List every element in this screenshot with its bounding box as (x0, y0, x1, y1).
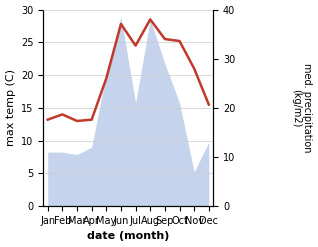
Y-axis label: med. precipitation
(kg/m2): med. precipitation (kg/m2) (291, 63, 313, 153)
X-axis label: date (month): date (month) (87, 231, 169, 242)
Y-axis label: max temp (C): max temp (C) (5, 69, 16, 146)
